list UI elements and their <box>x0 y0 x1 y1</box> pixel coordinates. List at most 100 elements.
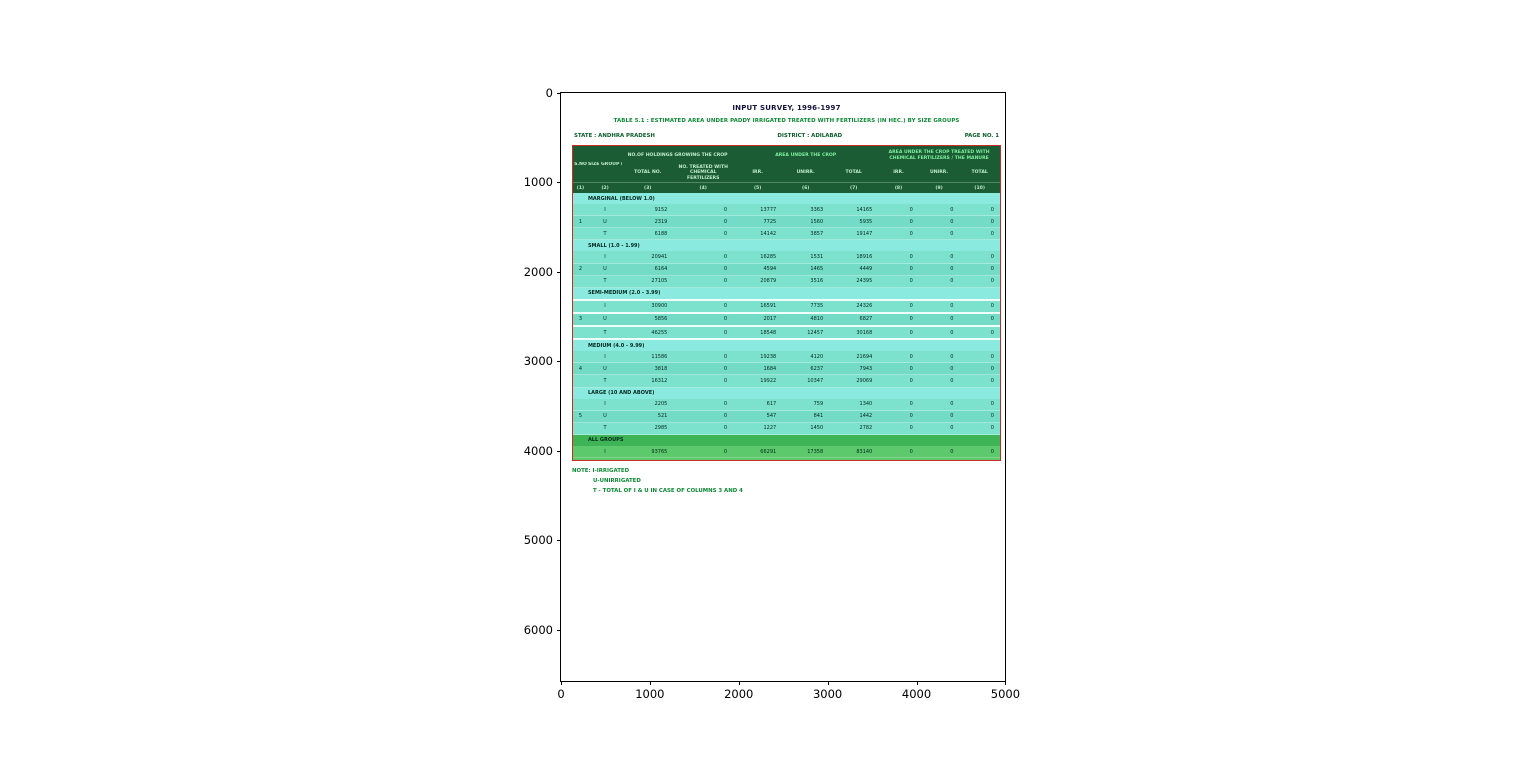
header-total-1: TOTAL <box>845 170 862 176</box>
value-cell: 0 <box>950 413 954 420</box>
value-cell: 0 <box>723 377 728 384</box>
value-cell: 0 <box>909 413 913 420</box>
value-cell: 0 <box>950 254 954 261</box>
table-row: U18778086972582234519000 <box>573 458 1000 460</box>
value-cell: 0 <box>990 425 994 432</box>
col-number: (7) <box>850 185 858 191</box>
value-cell: 7943 <box>859 365 873 372</box>
table-row: T 2985 0 1227 1450 2782 0 0 0 <box>573 422 1000 435</box>
value-cell: 0 <box>950 425 954 432</box>
row-code-cell: T <box>603 329 607 336</box>
x-tick-label: 3000 <box>812 687 843 701</box>
table-row: I 9152 0 13777 3363 14165 0 0 0 <box>573 204 1000 217</box>
sno-cell: 5 <box>578 413 583 420</box>
value-cell: 3516 <box>810 278 824 285</box>
row-code-cell: I <box>604 303 606 310</box>
y-tick-label: 3000 <box>523 354 553 369</box>
value-cell: 21694 <box>856 353 873 360</box>
value-cell: 12457 <box>807 329 824 336</box>
value-cell: 0 <box>909 448 913 455</box>
value-cell: 0 <box>909 401 913 408</box>
page-number-label: PAGE NO. 1 <box>964 133 999 139</box>
value-cell: 1684 <box>763 365 777 372</box>
y-tick-label: 5000 <box>523 533 553 548</box>
row-code-cell: I <box>604 401 606 408</box>
value-cell: 13777 <box>760 206 777 213</box>
y-tick-label: 1000 <box>523 175 553 190</box>
value-cell: 0 <box>950 278 954 285</box>
group-label: MARGINAL (BELOW 1.0) <box>587 195 655 202</box>
value-cell: 1560 <box>810 218 824 225</box>
value-cell: 0 <box>723 413 728 420</box>
value-cell: 0 <box>950 365 954 372</box>
value-cell: 10347 <box>807 377 824 384</box>
value-cell: 14142 <box>760 230 777 237</box>
value-cell: 7735 <box>810 303 824 310</box>
value-cell: 1227 <box>763 425 777 432</box>
y-tick-mark <box>557 361 561 363</box>
value-cell: 0 <box>990 206 994 213</box>
value-cell: 19147 <box>856 230 873 237</box>
group-label-row: ALL GROUPS <box>573 434 1000 446</box>
value-cell: 0 <box>990 266 994 273</box>
col-number: (5) <box>753 185 762 191</box>
group-label: SMALL (1.0 - 1.99) <box>587 242 640 249</box>
value-cell: 0 <box>909 278 913 285</box>
table-header: S.NO SIZE GROUP (HA.) NO.OF HOLDINGS GRO… <box>573 146 1000 193</box>
value-cell: 0 <box>723 365 728 372</box>
value-cell: 0 <box>909 303 913 310</box>
value-cell: 0 <box>990 254 994 261</box>
header-sno: S.NO <box>574 161 587 167</box>
col-number: (10) <box>974 185 985 191</box>
group-label: SEMI-MEDIUM (2.0 - 3.99) <box>587 290 661 297</box>
plot-axes: INPUT SURVEY, 1996-1997 TABLE 5.1 : ESTI… <box>524 86 1020 701</box>
value-cell: 0 <box>723 353 728 360</box>
value-cell: 0 <box>909 365 913 372</box>
y-tick-label: 6000 <box>523 622 553 637</box>
y-tick-mark <box>557 93 561 94</box>
column-number-row: (1) (2) (3) (4) (5) (6) (7) (8) (9) (10) <box>573 182 1000 193</box>
header-treated-span: AREA UNDER THE CROP TREATED WITH CHEMICA… <box>888 150 990 161</box>
x-tick-mark <box>916 681 918 685</box>
value-cell: 0 <box>950 218 954 225</box>
value-cell: 0 <box>990 448 994 455</box>
table-row: 2 U 6164 0 4594 1465 4449 0 0 0 <box>573 263 1000 276</box>
y-tick-label: 2000 <box>523 264 553 279</box>
table-row: T 27105 0 20879 3516 24395 0 0 0 <box>573 275 1000 288</box>
row-code-cell: I <box>604 206 606 213</box>
value-cell: 0 <box>950 401 954 408</box>
row-code-cell: U <box>603 218 607 225</box>
header-total-no: TOTAL NO. <box>634 170 662 176</box>
value-cell: 0 <box>990 365 994 372</box>
scanned-table-document: INPUT SURVEY, 1996-1997 TABLE 5.1 : ESTI… <box>572 104 1001 496</box>
value-cell: 19922 <box>760 377 777 384</box>
row-code-cell: I <box>604 448 606 455</box>
value-cell: 2205 <box>654 401 668 408</box>
value-cell: 24326 <box>856 303 873 310</box>
value-cell: 3818 <box>654 365 668 372</box>
table-row: I 2205 0 617 759 1340 0 0 0 <box>573 398 1000 411</box>
value-cell: 0 <box>990 377 994 384</box>
header-total-2: TOTAL <box>971 170 988 176</box>
row-code-cell: U <box>603 316 607 323</box>
value-cell: 0 <box>950 329 954 336</box>
group-label: ALL GROUPS <box>587 437 624 444</box>
row-code-cell: I <box>604 353 606 360</box>
document-subtitle: TABLE 5.1 : ESTIMATED AREA UNDER PADDY I… <box>613 118 960 124</box>
value-cell: 3363 <box>810 206 824 213</box>
value-cell: 0 <box>723 316 728 323</box>
value-cell: 0 <box>950 266 954 273</box>
value-cell: 4120 <box>810 353 824 360</box>
col-number: (1) <box>576 185 585 191</box>
value-cell: 0 <box>950 206 954 213</box>
value-cell: 30168 <box>856 329 873 336</box>
value-cell: 29069 <box>856 377 873 384</box>
value-cell: 0 <box>723 206 728 213</box>
value-cell: 0 <box>950 377 954 384</box>
value-cell: 24395 <box>856 278 873 285</box>
value-cell: 1531 <box>810 254 824 261</box>
value-cell: 0 <box>723 425 728 432</box>
value-cell: 16591 <box>760 303 777 310</box>
table-row: 1 U 2319 0 7725 1560 5935 0 0 0 <box>573 216 1000 229</box>
value-cell: 11586 <box>651 353 668 360</box>
